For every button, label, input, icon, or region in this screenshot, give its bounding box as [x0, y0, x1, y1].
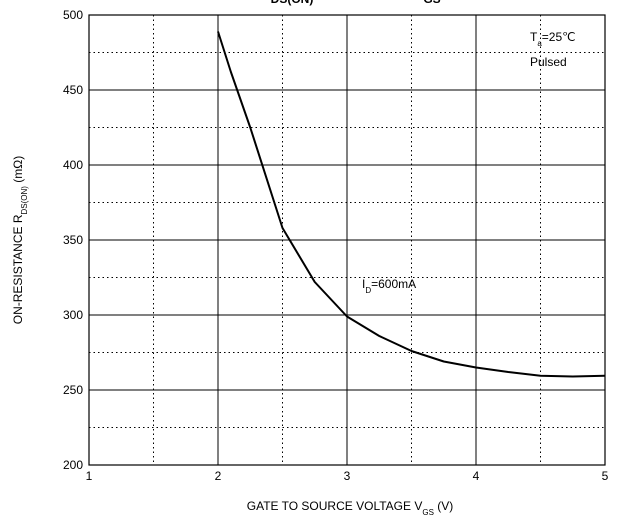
- x-axis-label: GATE TO SOURCE VOLTAGE VGS (V): [247, 499, 454, 517]
- x-tick-label: 3: [344, 469, 351, 483]
- y-tick-label: 300: [63, 308, 83, 322]
- x-axis-label-main: GATE TO SOURCE VOLTAGE V: [247, 499, 423, 513]
- curve: [217, 31, 606, 378]
- title-fragment: DS(ON): [271, 0, 314, 6]
- x-tick-label: 2: [215, 469, 222, 483]
- x-tick-label: 5: [602, 469, 609, 483]
- y-axis-label: ON-RESISTANCE RDS(ON) (mΩ): [11, 156, 29, 325]
- x-axis-label-after: (V): [434, 499, 453, 513]
- annotation: Pulsed: [530, 55, 567, 69]
- annotation: Ta=25℃: [530, 30, 576, 48]
- annotation-main: I: [362, 277, 365, 291]
- x-tick-label: 4: [473, 469, 480, 483]
- title-fragment: GS: [423, 0, 440, 6]
- y-axis-label-main: ON-RESISTANCE R: [11, 214, 25, 324]
- annotation-sub: D: [365, 286, 371, 295]
- y-tick-label: 500: [63, 8, 83, 22]
- y-tick-label: 250: [63, 383, 83, 397]
- y-axis-label-sub: DS(ON): [20, 186, 29, 215]
- x-axis-label-sub: GS: [422, 508, 434, 517]
- y-tick-label: 350: [63, 233, 83, 247]
- y-tick-label: 450: [63, 83, 83, 97]
- plot-frame: [88, 14, 606, 466]
- annotation-after: =600mA: [371, 277, 416, 291]
- annotation-main: T: [530, 30, 538, 44]
- y-axis-label-after: (mΩ): [11, 156, 25, 186]
- annotation-after: =25℃: [542, 30, 576, 44]
- x-tick-label: 1: [86, 469, 93, 483]
- annotation-sub: a: [537, 39, 542, 48]
- y-tick-label: 200: [63, 458, 83, 472]
- y-tick-label: 400: [63, 158, 83, 172]
- annotation: ID=600mA: [362, 277, 416, 295]
